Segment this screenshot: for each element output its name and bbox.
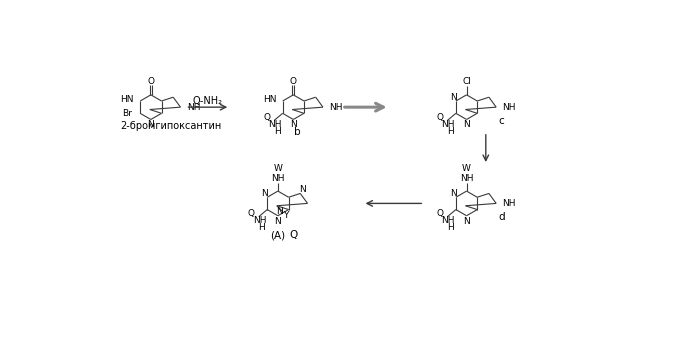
Text: W: W (274, 164, 282, 173)
Text: Y: Y (284, 211, 288, 220)
Text: N: N (450, 93, 457, 102)
Text: N: N (262, 189, 268, 198)
Text: N: N (274, 217, 281, 225)
Text: Q-NH₂: Q-NH₂ (193, 96, 223, 106)
Text: H: H (274, 127, 281, 136)
Text: N: N (299, 185, 306, 194)
Text: H: H (447, 223, 454, 232)
Text: H: H (258, 223, 265, 232)
Text: NH: NH (503, 199, 516, 208)
Text: NH: NH (187, 103, 200, 112)
Text: Q: Q (248, 209, 255, 218)
Text: N: N (276, 207, 284, 216)
Text: c: c (498, 116, 504, 126)
Text: NH: NH (268, 120, 281, 129)
Text: NH: NH (503, 103, 516, 112)
Text: O: O (147, 76, 154, 86)
Text: HN: HN (263, 95, 276, 104)
Text: (A): (A) (270, 231, 286, 241)
Text: b: b (294, 127, 300, 137)
Text: 2-бромгипоксантин: 2-бромгипоксантин (120, 121, 221, 131)
Text: O: O (290, 76, 297, 86)
Text: Q: Q (290, 230, 298, 240)
Text: d: d (498, 212, 505, 222)
Text: Br: Br (122, 109, 132, 118)
Text: NH: NH (329, 103, 342, 112)
Text: H: H (447, 127, 454, 136)
Text: N: N (290, 120, 297, 129)
Text: W: W (462, 164, 471, 173)
Text: NH: NH (271, 174, 285, 183)
Text: N: N (148, 120, 154, 129)
Text: Cl: Cl (462, 77, 471, 86)
Text: N: N (463, 217, 470, 225)
Text: NH: NH (460, 174, 473, 183)
Text: Q: Q (437, 113, 444, 122)
Text: Q: Q (437, 209, 444, 218)
Text: HN: HN (120, 95, 134, 104)
Text: NH: NH (442, 216, 455, 225)
Text: Q: Q (263, 113, 270, 122)
Text: N: N (450, 189, 457, 198)
Text: NH: NH (442, 120, 455, 129)
Text: N: N (463, 120, 470, 129)
Text: NH: NH (253, 216, 266, 225)
